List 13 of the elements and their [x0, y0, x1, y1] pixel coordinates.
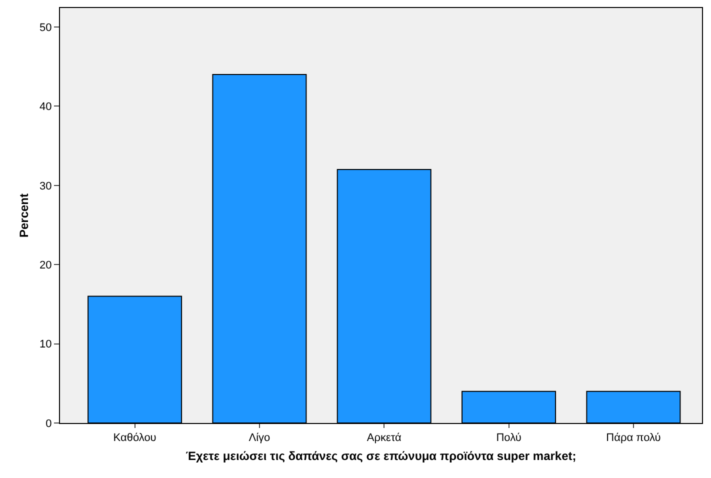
x-tick-label: Πάρα πολύ — [606, 432, 661, 444]
y-tick-label: 40 — [40, 101, 52, 114]
y-tick-label: 20 — [40, 259, 52, 272]
x-tick-label: Καθόλου — [113, 432, 156, 444]
x-tick-label: Αρκετά — [366, 432, 402, 444]
x-axis-title: Έχετε μειώσει τις δαπάνες σας σε επώνυμα προϊόντα super market; — [186, 449, 576, 464]
y-tick-label: 10 — [40, 338, 52, 351]
y-tick-label: 0 — [46, 418, 52, 430]
x-tick-label: Λίγο — [248, 432, 270, 444]
y-tick-label: 50 — [40, 22, 52, 34]
y-tick-label: 30 — [40, 180, 52, 192]
x-tick-label: Πολύ — [496, 432, 522, 444]
y-axis-title: Percent — [16, 193, 31, 238]
